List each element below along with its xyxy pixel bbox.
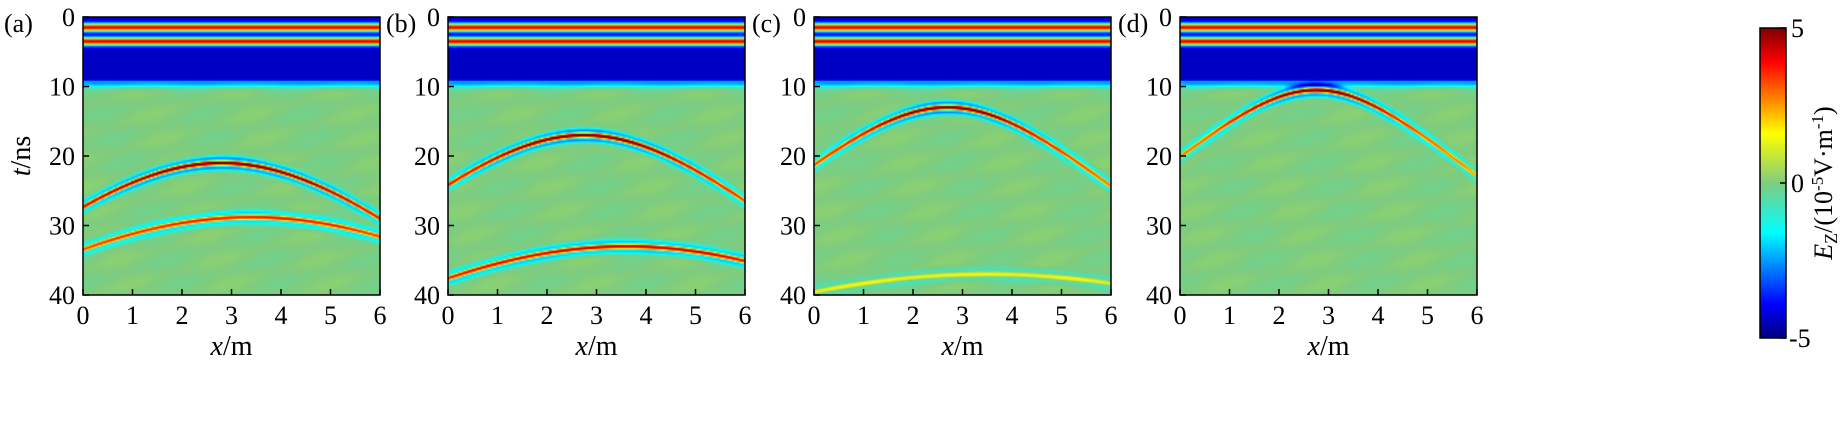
x-tick-label: 1 bbox=[857, 301, 870, 330]
x-tick-label: 3 bbox=[956, 301, 969, 330]
x-axis-label: x/m bbox=[1307, 331, 1350, 362]
colorbar-tick-label-zero: 0 bbox=[1791, 169, 1804, 198]
x-tick-label: 6 bbox=[1105, 301, 1118, 330]
y-tick-label: 20 bbox=[780, 142, 806, 171]
x-tick-label: 6 bbox=[739, 301, 752, 330]
x-axis-label: x/m bbox=[210, 331, 253, 362]
y-tick-label: 40 bbox=[414, 281, 440, 310]
x-tick-label: 2 bbox=[1273, 301, 1286, 330]
panel-label: (a) bbox=[4, 9, 33, 38]
x-axis-label: x/m bbox=[575, 331, 618, 362]
field-raster bbox=[448, 17, 745, 295]
colorbar-tick-label-max: 5 bbox=[1791, 14, 1804, 43]
x-tick-label: 5 bbox=[689, 301, 702, 330]
y-tick-label: 0 bbox=[62, 3, 75, 32]
x-tick-label: 6 bbox=[1471, 301, 1484, 330]
panel-a: (a) 0 1 2 3 4 5 6 0 10 20 30 40 x/m t/ns bbox=[4, 3, 387, 362]
y-tick-label: 40 bbox=[49, 281, 75, 310]
panel-label: (d) bbox=[1118, 9, 1148, 38]
x-tick-label: 0 bbox=[808, 301, 821, 330]
colorbar: 5 0 -5 EZ/(10-5V·m-1) bbox=[1759, 14, 1841, 353]
x-tick-label: 2 bbox=[176, 301, 189, 330]
x-tick-label: 4 bbox=[1372, 301, 1385, 330]
panel-b: (b) 0 1 2 3 4 5 6 0 10 20 30 40 x/m bbox=[386, 3, 752, 362]
x-tick-label: 3 bbox=[590, 301, 603, 330]
x-tick-label: 3 bbox=[1322, 301, 1335, 330]
x-tick-label: 5 bbox=[1055, 301, 1068, 330]
x-tick-label: 4 bbox=[275, 301, 288, 330]
x-tick-label: 3 bbox=[225, 301, 238, 330]
x-tick-label: 4 bbox=[640, 301, 653, 330]
y-tick-label: 20 bbox=[49, 142, 75, 171]
x-tick-label: 1 bbox=[1223, 301, 1236, 330]
x-tick-label: 0 bbox=[442, 301, 455, 330]
x-tick-label: 0 bbox=[1174, 301, 1187, 330]
y-tick-label: 10 bbox=[49, 73, 75, 102]
x-tick-label: 6 bbox=[374, 301, 387, 330]
y-tick-label: 10 bbox=[780, 73, 806, 102]
x-tick-label: 2 bbox=[541, 301, 554, 330]
x-tick-label: 1 bbox=[491, 301, 504, 330]
panel-label: (c) bbox=[752, 9, 781, 38]
panel-c: (c) 0 1 2 3 4 5 6 0 10 20 30 40 x/m bbox=[752, 3, 1118, 362]
field-raster bbox=[814, 17, 1111, 295]
y-tick-label: 30 bbox=[780, 212, 806, 241]
y-tick-label: 30 bbox=[414, 212, 440, 241]
x-tick-label: 5 bbox=[324, 301, 337, 330]
colorbar-tick-label-min: -5 bbox=[1789, 324, 1811, 353]
x-axis-label: x/m bbox=[941, 331, 984, 362]
y-tick-label: 20 bbox=[1146, 142, 1172, 171]
x-tick-label: 4 bbox=[1006, 301, 1019, 330]
y-tick-label: 30 bbox=[49, 212, 75, 241]
x-tick-label: 0 bbox=[77, 301, 90, 330]
y-tick-label: 20 bbox=[414, 142, 440, 171]
y-tick-label: 40 bbox=[780, 281, 806, 310]
y-tick-label: 40 bbox=[1146, 281, 1172, 310]
y-tick-label: 0 bbox=[427, 3, 440, 32]
y-tick-label: 30 bbox=[1146, 212, 1172, 241]
panel-d: (d) 0 1 2 3 4 5 6 0 10 20 30 40 x/m bbox=[1118, 3, 1484, 362]
x-tick-label: 5 bbox=[1421, 301, 1434, 330]
field-raster bbox=[1180, 17, 1477, 295]
y-axis-label: t/ns bbox=[6, 136, 37, 176]
x-tick-label: 1 bbox=[126, 301, 139, 330]
colorbar-label: EZ/(10-5V·m-1) bbox=[1808, 106, 1841, 260]
y-tick-label: 10 bbox=[414, 73, 440, 102]
y-tick-label: 0 bbox=[793, 3, 806, 32]
field-raster bbox=[83, 17, 380, 295]
y-tick-label: 0 bbox=[1159, 3, 1172, 32]
x-tick-label: 2 bbox=[907, 301, 920, 330]
y-tick-label: 10 bbox=[1146, 73, 1172, 102]
panel-label: (b) bbox=[386, 9, 416, 38]
